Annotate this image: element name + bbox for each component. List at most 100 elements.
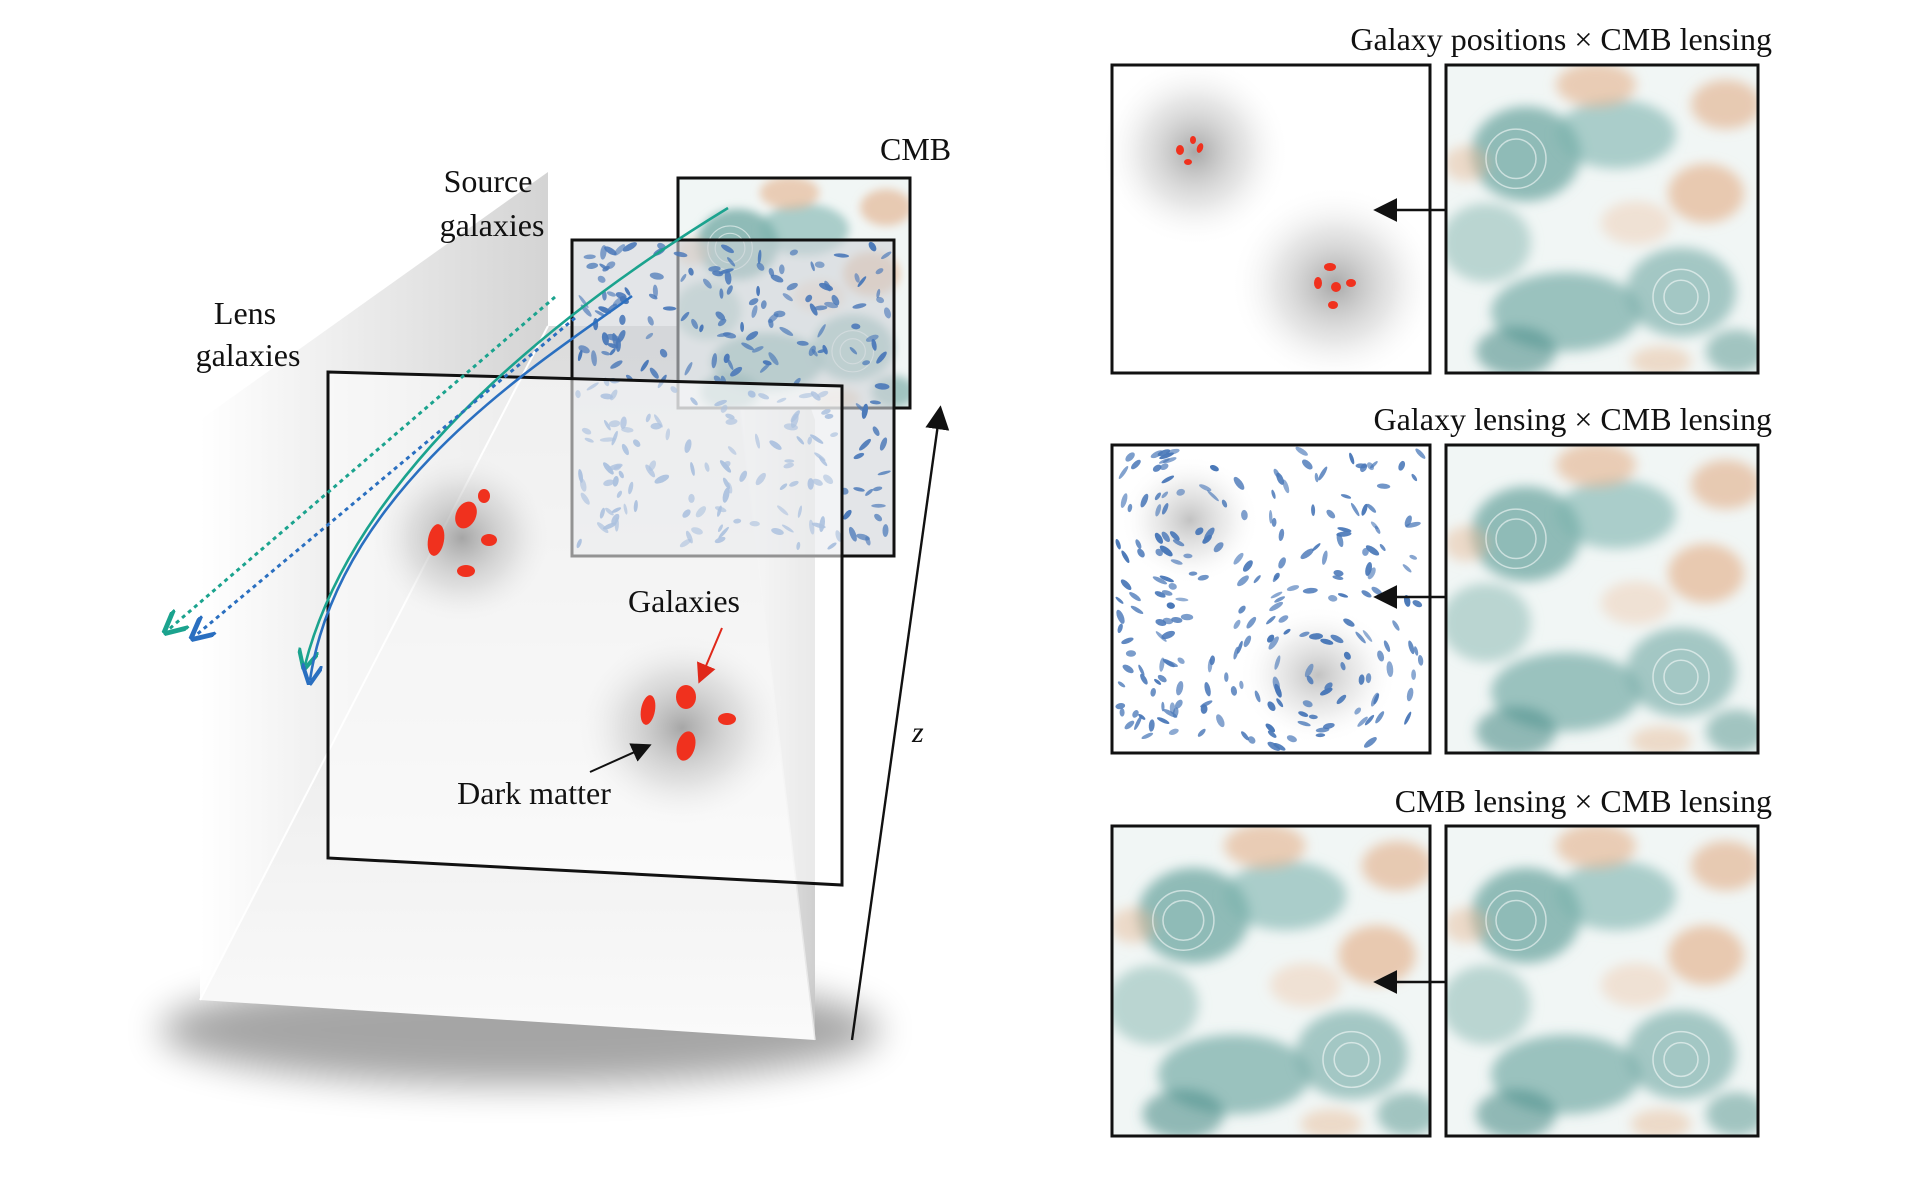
galaxy-ellipse: [879, 437, 888, 451]
source-galaxies-label-line2: galaxies: [440, 207, 545, 243]
ray-blue-solid: [310, 294, 633, 680]
galaxy-ellipse: [1367, 462, 1374, 471]
galaxy-ellipse: [768, 268, 775, 277]
galaxy-ellipse: [615, 292, 627, 300]
galaxy-ellipse: [1337, 527, 1352, 533]
galaxy-ellipse: [814, 261, 825, 268]
galaxy-ellipse: [1137, 548, 1145, 558]
galaxy-ellipse: [1239, 680, 1244, 690]
galaxy-ellipse: [1174, 699, 1183, 709]
galaxy-ellipse: [1209, 465, 1219, 472]
galaxy-ellipse: [1121, 637, 1134, 645]
galaxy-ellipse: [833, 253, 850, 258]
galaxies-label: Galaxies: [628, 583, 740, 619]
galaxy-ellipse: [1404, 711, 1412, 725]
galaxy-ellipse: [578, 345, 590, 354]
galaxy-ellipse: [1180, 613, 1194, 621]
galaxy-ellipse: [640, 359, 649, 372]
galaxy-ellipse: [1375, 711, 1385, 724]
galaxy-ellipse: [1273, 572, 1280, 581]
galaxy-ellipse: [1408, 640, 1415, 655]
galaxy-ellipse: [680, 311, 690, 322]
galaxy-ellipse: [1172, 539, 1185, 547]
galaxy-ellipse: [1411, 669, 1416, 680]
galaxy-ellipse: [779, 326, 794, 336]
galaxy-ellipse: [1402, 564, 1412, 573]
galaxy-ellipse: [1129, 592, 1141, 602]
galaxy-ellipse: [1415, 448, 1426, 459]
galaxy-ellipse: [659, 348, 668, 358]
galaxy-ellipse: [1278, 528, 1285, 542]
galaxy-ellipse: [717, 318, 727, 327]
galaxy-ellipse: [1127, 503, 1133, 513]
galaxy-ellipse: [1117, 623, 1123, 634]
galaxy-ellipse: [673, 251, 688, 258]
galaxy-ellipse: [1138, 664, 1145, 676]
galaxy-ellipse: [871, 503, 886, 508]
galaxy-ellipse: [727, 257, 736, 267]
galaxy-ellipse: [877, 470, 891, 476]
galaxy-ellipse: [1278, 615, 1289, 623]
galaxies-pointer-arrow: [697, 627, 723, 684]
galaxy-ellipse: [1269, 601, 1284, 612]
galaxy-ellipse: [746, 331, 759, 341]
galaxy-ellipse: [1362, 547, 1369, 556]
galaxy-ellipse: [773, 310, 786, 318]
galaxy-ellipse: [1276, 472, 1284, 485]
galaxy-ellipse: [1302, 459, 1313, 470]
galaxy-ellipse: [1118, 466, 1129, 479]
galaxy-ellipse: [865, 334, 879, 342]
galaxy-ellipse: [703, 278, 712, 289]
galaxy-ellipse: [853, 452, 865, 460]
galaxy-ellipse: [1197, 728, 1206, 737]
galaxy-ellipse: [882, 524, 889, 537]
z-axis-label: z: [911, 716, 924, 749]
galaxy-ellipse: [796, 340, 809, 346]
galaxy-ellipse: [1355, 631, 1366, 644]
galaxy-ellipse: [1286, 735, 1297, 743]
galaxy-ellipse: [617, 330, 626, 343]
galaxy-ellipse: [1354, 707, 1362, 715]
galaxy-ellipse: [1117, 681, 1126, 688]
galaxy-ellipse: [1122, 664, 1134, 674]
galaxy-ellipse: [1311, 504, 1316, 517]
galaxy-ellipse: [722, 332, 737, 339]
galaxy-ellipse: [1233, 619, 1241, 630]
galaxy-ellipse: [1162, 658, 1175, 668]
galaxy-ellipse: [884, 307, 891, 319]
galaxy-ellipse: [622, 242, 637, 252]
galaxy-ellipse: [699, 324, 704, 333]
galaxy-ellipse: [1159, 657, 1165, 672]
galaxy-ellipse: [809, 303, 818, 316]
galaxy-ellipse: [1154, 532, 1163, 544]
galaxy-ellipse: [756, 285, 761, 297]
galaxy-ellipse: [1115, 596, 1124, 604]
galaxy-ellipse: [872, 486, 883, 492]
galaxy-ellipse: [1340, 662, 1346, 671]
galaxy-ellipse: [1392, 620, 1400, 631]
galaxy-ellipse: [601, 351, 611, 356]
panel-1-title: Galaxy positions × CMB lensing: [1350, 21, 1772, 57]
galaxy-ellipse: [1161, 475, 1175, 484]
galaxy-ellipse: [1238, 605, 1246, 614]
galaxy-ellipse: [1152, 464, 1162, 472]
galaxy-ellipse: [868, 241, 877, 252]
galaxy-ellipse: [1282, 479, 1290, 494]
galaxy-ellipse: [1155, 504, 1162, 517]
galaxy-ellipse: [730, 366, 743, 377]
galaxy-ellipse: [760, 300, 767, 309]
galaxy-ellipse: [1166, 602, 1175, 609]
galaxy-ellipse: [1159, 545, 1173, 557]
galaxy-ellipse: [874, 383, 890, 390]
galaxy-ellipse: [1336, 694, 1347, 705]
galaxy-ellipse: [1135, 539, 1142, 549]
galaxy-ellipse: [1409, 554, 1418, 560]
galaxy-ellipse: [1169, 531, 1180, 541]
galaxy-ellipse: [662, 306, 677, 311]
galaxy-ellipse: [1298, 711, 1309, 717]
galaxy-ellipse: [1131, 459, 1141, 470]
galaxy-ellipse: [1125, 650, 1137, 657]
galaxy-ellipse: [1314, 472, 1319, 483]
galaxy-ellipse: [1357, 716, 1368, 727]
galaxy-ellipse: [1332, 575, 1344, 580]
